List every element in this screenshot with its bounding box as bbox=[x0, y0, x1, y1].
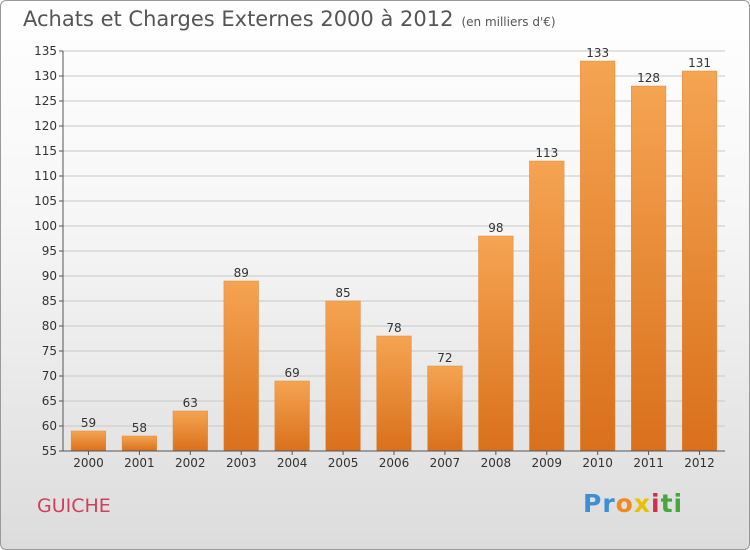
y-tick-label: 90 bbox=[42, 269, 57, 283]
y-tick-label: 70 bbox=[42, 369, 57, 383]
value-label: 72 bbox=[437, 351, 452, 365]
value-label: 78 bbox=[386, 321, 401, 335]
y-tick-label: 130 bbox=[34, 69, 57, 83]
x-tick-label: 2001 bbox=[124, 456, 155, 470]
value-label: 85 bbox=[335, 286, 350, 300]
x-tick-label: 2010 bbox=[582, 456, 613, 470]
value-label: 89 bbox=[234, 266, 249, 280]
x-axis: 2000 2001 2002 2003 2004 2005 2006 2007 2008 2009… bbox=[63, 450, 725, 470]
bar-2001[interactable] bbox=[121, 435, 157, 452]
y-tick-label: 60 bbox=[42, 419, 57, 433]
chart-title-text: Achats et Charges Externes 2000 à 2012 bbox=[23, 7, 454, 31]
y-tick-label: 80 bbox=[42, 319, 57, 333]
bar-2012[interactable] bbox=[681, 70, 718, 452]
x-tick-label: 2003 bbox=[226, 456, 257, 470]
chart-unit: (en milliers d'€) bbox=[461, 15, 556, 29]
y-axis: 55 60 65 70 75 80 85 90 95 100 105 110 115 120 125 130 1… bbox=[34, 44, 64, 458]
y-tick-label: 55 bbox=[42, 444, 57, 458]
logo-letter: o bbox=[615, 489, 634, 518]
bar-2006[interactable] bbox=[376, 335, 412, 452]
x-tick-label: 2008 bbox=[481, 456, 512, 470]
y-tick-label: 85 bbox=[42, 294, 57, 308]
x-tick-label: 2002 bbox=[175, 456, 206, 470]
logo-letter: Pr bbox=[583, 489, 616, 518]
y-tick-label: 115 bbox=[34, 144, 57, 158]
y-tick-label: 135 bbox=[34, 44, 57, 58]
y-tick-label: 120 bbox=[34, 119, 57, 133]
value-label: 69 bbox=[285, 366, 300, 380]
bar-2000[interactable] bbox=[70, 430, 107, 452]
value-label: 131 bbox=[688, 56, 711, 70]
y-tick-label: 110 bbox=[34, 169, 57, 183]
y-tick-label: 125 bbox=[34, 94, 57, 108]
y-tick-label: 95 bbox=[42, 244, 57, 258]
x-tick-label: 2007 bbox=[430, 456, 461, 470]
y-tick-label: 100 bbox=[34, 219, 57, 233]
bar-2003[interactable] bbox=[223, 280, 259, 452]
bar-2005[interactable] bbox=[325, 300, 361, 452]
bar-2010[interactable] bbox=[580, 60, 616, 452]
y-tick-label: 65 bbox=[42, 394, 57, 408]
bar-2002[interactable] bbox=[172, 410, 208, 452]
x-tick-label: 2000 bbox=[73, 456, 104, 470]
town-name: GUICHE bbox=[37, 495, 111, 517]
x-tick-label: 2006 bbox=[379, 456, 410, 470]
x-tick-label: 2009 bbox=[531, 456, 562, 470]
value-label: 58 bbox=[132, 421, 147, 435]
value-label: 63 bbox=[183, 396, 198, 410]
x-tick-label: 2004 bbox=[277, 456, 308, 470]
logo-letter: x bbox=[633, 489, 651, 518]
chart-title: Achats et Charges Externes 2000 à 2012 (e… bbox=[23, 7, 556, 31]
logo-letter: i bbox=[650, 489, 661, 518]
bar-2008[interactable] bbox=[478, 235, 514, 452]
y-tick-label: 75 bbox=[42, 344, 57, 358]
bar-2004[interactable] bbox=[274, 380, 310, 452]
value-label: 133 bbox=[586, 46, 609, 60]
bars: 59 58 63 89 69 85 78 72 98 113 133 128 131 bbox=[70, 46, 718, 452]
logo-letter: ti bbox=[660, 489, 684, 518]
proxiti-logo[interactable]: Proxiti bbox=[583, 489, 683, 518]
bar-2007[interactable] bbox=[427, 365, 463, 452]
value-label: 113 bbox=[535, 146, 558, 160]
bar-2011[interactable] bbox=[631, 85, 667, 452]
y-tick-label: 105 bbox=[34, 194, 57, 208]
value-label: 59 bbox=[81, 416, 96, 430]
x-tick-label: 2011 bbox=[633, 456, 664, 470]
value-label: 98 bbox=[488, 221, 503, 235]
value-label: 128 bbox=[637, 71, 660, 85]
bar-2009[interactable] bbox=[529, 160, 565, 452]
x-tick-label: 2005 bbox=[328, 456, 359, 470]
x-tick-label: 2012 bbox=[684, 456, 715, 470]
